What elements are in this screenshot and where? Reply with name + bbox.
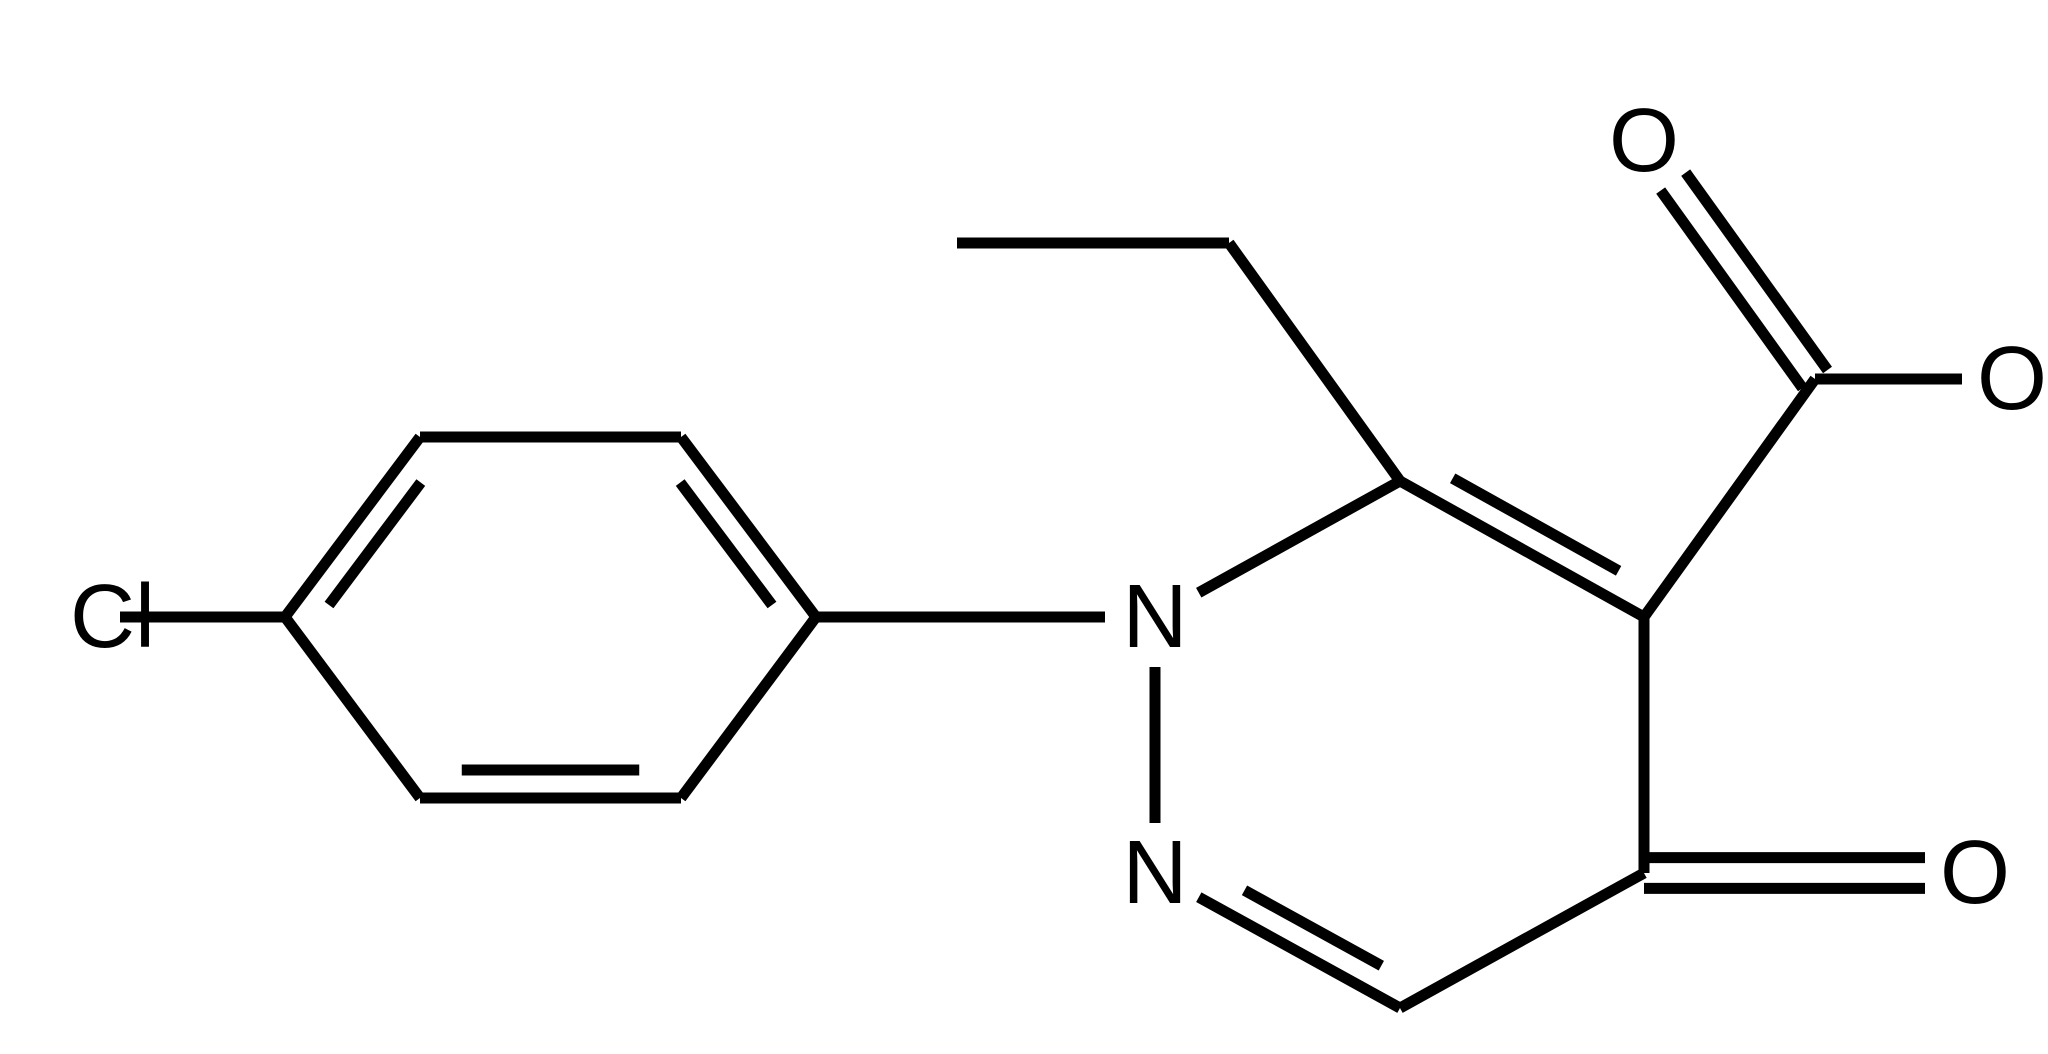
atom-label-n: N xyxy=(1123,567,1188,667)
atom-label-o: O xyxy=(1609,91,1679,191)
atom-label-o: O xyxy=(1940,823,2010,923)
chemical-structure: Cl N N O O O xyxy=(0,0,2048,1054)
atom-label-o: O xyxy=(1977,329,2047,429)
atom-label-n: N xyxy=(1123,823,1188,923)
atom-label-cl: Cl xyxy=(70,567,155,667)
